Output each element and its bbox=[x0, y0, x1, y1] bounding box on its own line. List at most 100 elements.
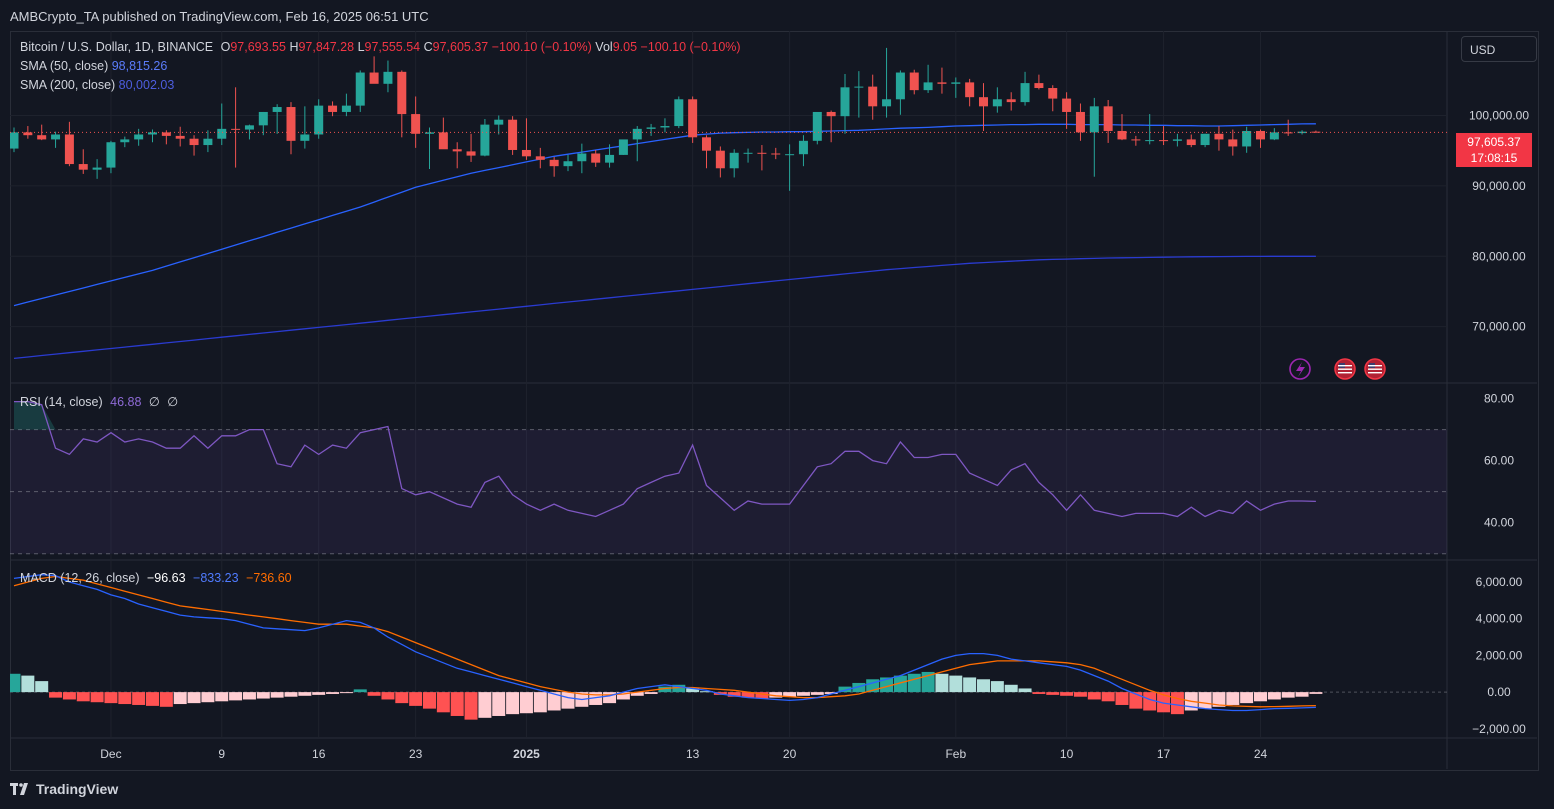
macd-histogram-bar bbox=[381, 692, 395, 700]
candle-body bbox=[826, 111, 836, 117]
tradingview-logo[interactable]: TradingView bbox=[10, 781, 118, 797]
macd-histogram-bar bbox=[686, 688, 700, 693]
macd-histogram-bar bbox=[1157, 692, 1171, 713]
price-axis-label: 80,000.00 bbox=[1472, 249, 1526, 263]
lightning-icon bbox=[1289, 358, 1311, 380]
candle-body bbox=[563, 161, 573, 167]
sma50-line bbox=[13, 123, 1316, 307]
macd-histogram-bar bbox=[700, 691, 713, 693]
macd-histogram-bar bbox=[339, 692, 353, 694]
candle-body bbox=[286, 107, 296, 141]
macd-histogram-bar bbox=[118, 692, 132, 705]
volume-label: Vol bbox=[595, 40, 613, 54]
macd-histogram-bar bbox=[644, 692, 658, 694]
candle-body bbox=[78, 164, 88, 170]
macd-histogram-bar bbox=[547, 692, 561, 711]
candle-body bbox=[618, 139, 628, 155]
currency-button[interactable]: USD bbox=[1461, 36, 1537, 62]
candle-body bbox=[771, 153, 781, 155]
open-value: 97,693.55 bbox=[230, 40, 286, 54]
candle-body bbox=[51, 134, 61, 140]
macd-legend[interactable]: MACD (12, 26, close) −96.63 −833.23 −736… bbox=[20, 571, 292, 585]
tradingview-brand: TradingView bbox=[36, 781, 119, 797]
rsi-legend[interactable]: RSI (14, close) 46.88 ∅ ∅ bbox=[20, 394, 178, 409]
candle-body bbox=[840, 87, 850, 117]
macd-histogram-bar bbox=[1295, 692, 1309, 697]
macd-histogram-bar bbox=[1226, 692, 1240, 705]
candle-body bbox=[882, 99, 892, 107]
macd-histogram-bar bbox=[35, 681, 49, 693]
rsi-extra-1: ∅ bbox=[148, 395, 160, 409]
macd-histogram-bar bbox=[450, 692, 464, 716]
candle-body bbox=[383, 71, 393, 84]
rsi-axis-label: 80.00 bbox=[1484, 392, 1514, 406]
low-label: L bbox=[357, 40, 365, 54]
macd-histogram-bar bbox=[755, 692, 769, 699]
candle-body bbox=[175, 135, 185, 139]
macd-histogram-bar bbox=[1143, 692, 1157, 711]
candle-body bbox=[148, 132, 157, 135]
us-flag-stripe-icon bbox=[1368, 368, 1382, 370]
macd-histogram-bar bbox=[242, 692, 256, 700]
candle-body bbox=[1159, 140, 1169, 142]
macd-histogram-bar bbox=[76, 692, 90, 702]
candle-body bbox=[217, 128, 227, 139]
macd-histogram-bar bbox=[436, 692, 450, 713]
candle-body bbox=[854, 86, 864, 88]
high-label: H bbox=[289, 40, 299, 54]
time-axis-label: 20 bbox=[783, 747, 797, 761]
candle-body bbox=[1131, 139, 1141, 141]
macd-histogram-bar bbox=[298, 692, 312, 696]
macd-histogram-bar bbox=[769, 692, 783, 698]
time-axis-label: Feb bbox=[945, 747, 966, 761]
candle-body bbox=[549, 159, 559, 167]
macd-histogram-bar bbox=[1254, 692, 1267, 702]
macd-histogram-bar bbox=[810, 692, 824, 695]
candle-body bbox=[37, 135, 47, 140]
candle-body bbox=[591, 153, 601, 163]
chart-canvas[interactable]: Dec 9 16 23 2025 13 20 Feb 10 17 24 70,000.00 80,000… bbox=[10, 31, 1537, 769]
candle-body bbox=[1311, 131, 1321, 133]
time-axis-label: 9 bbox=[218, 747, 225, 761]
price-axis-label: 70,000.00 bbox=[1472, 320, 1526, 334]
sma50-legend[interactable]: SMA (50, close) 98,815.26 bbox=[20, 59, 167, 73]
time-axis-label: 16 bbox=[312, 747, 326, 761]
open-label: O bbox=[220, 40, 231, 54]
macd-histogram-bar bbox=[1073, 692, 1087, 697]
price-axis-label: 90,000.00 bbox=[1472, 179, 1526, 193]
macd-histogram-bar bbox=[561, 692, 575, 709]
candle-body bbox=[231, 128, 241, 130]
us-flag-stripe-icon bbox=[1368, 365, 1382, 367]
last-price-value: 97,605.37 bbox=[1467, 135, 1521, 149]
candle-body bbox=[979, 97, 988, 107]
macd-histogram-bar bbox=[824, 692, 838, 694]
macd-axis-label: 6,000.00 bbox=[1476, 575, 1523, 589]
sma200-label: SMA (200, close) bbox=[20, 78, 116, 92]
rsi-line bbox=[14, 400, 1316, 518]
macd-histogram-bar bbox=[10, 673, 21, 693]
candle-body bbox=[341, 105, 351, 112]
time-axis-label: 13 bbox=[686, 747, 700, 761]
candle-body bbox=[1062, 98, 1072, 112]
ohlc-legend: Bitcoin / U.S. Dollar, 1D, BINANCE O97,6… bbox=[20, 40, 741, 54]
macd-axis-label: 4,000.00 bbox=[1476, 612, 1523, 626]
us-flag-stripe-icon bbox=[1368, 372, 1382, 374]
macd-histogram-bar bbox=[146, 692, 159, 706]
candle-body bbox=[1186, 139, 1196, 146]
candle-body bbox=[244, 125, 254, 130]
macd-histogram-bar bbox=[630, 692, 644, 696]
candle-body bbox=[508, 119, 518, 150]
volume-value: 9.05 bbox=[612, 40, 638, 54]
candle-body bbox=[369, 72, 379, 84]
time-axis-label: Dec bbox=[100, 747, 121, 761]
candle-body bbox=[1048, 88, 1058, 99]
symbol-title[interactable]: Bitcoin / U.S. Dollar, 1D, BINANCE bbox=[20, 40, 214, 54]
time-axis-label: 10 bbox=[1060, 747, 1074, 761]
time-axis-label: 24 bbox=[1254, 747, 1268, 761]
high-value: 97,847.28 bbox=[298, 40, 355, 54]
macd-axis-label: 2,000.00 bbox=[1476, 648, 1523, 662]
candle-body bbox=[646, 127, 656, 129]
macd-histogram-bar bbox=[159, 692, 173, 707]
volume-change: −100.10 (−0.10%) bbox=[640, 40, 741, 54]
sma200-legend[interactable]: SMA (200, close) 80,002.03 bbox=[20, 78, 174, 92]
